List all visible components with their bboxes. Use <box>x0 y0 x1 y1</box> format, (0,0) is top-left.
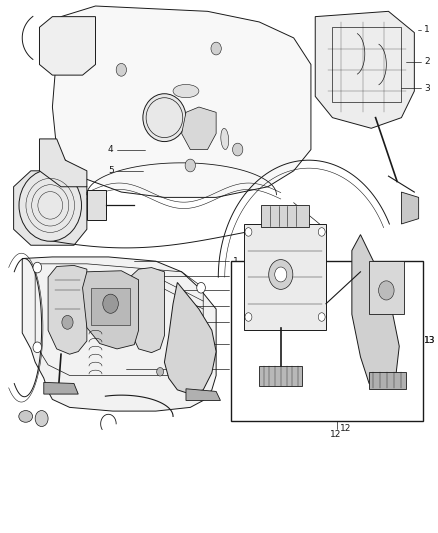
Bar <box>87 190 106 220</box>
Polygon shape <box>22 257 216 411</box>
Bar <box>332 27 401 102</box>
Bar <box>369 261 403 314</box>
Circle shape <box>33 262 42 273</box>
Text: 12: 12 <box>340 424 352 433</box>
Text: 13: 13 <box>424 336 436 345</box>
Text: 2: 2 <box>424 58 430 66</box>
Ellipse shape <box>221 128 229 150</box>
Circle shape <box>245 228 252 236</box>
Circle shape <box>275 267 287 282</box>
Text: 13: 13 <box>424 336 436 345</box>
Bar <box>369 372 406 389</box>
Ellipse shape <box>202 114 212 143</box>
Circle shape <box>211 42 221 55</box>
Polygon shape <box>186 389 220 400</box>
Polygon shape <box>44 382 78 394</box>
Ellipse shape <box>19 169 81 241</box>
Bar <box>259 366 302 386</box>
Bar <box>261 205 309 227</box>
Circle shape <box>268 260 293 289</box>
Circle shape <box>62 316 73 329</box>
Circle shape <box>318 313 325 321</box>
Ellipse shape <box>173 84 199 98</box>
Text: 11: 11 <box>233 364 244 373</box>
Text: 8: 8 <box>233 302 238 311</box>
Text: 10: 10 <box>233 339 244 348</box>
Circle shape <box>157 368 163 376</box>
Polygon shape <box>82 271 138 349</box>
Polygon shape <box>401 192 419 224</box>
Circle shape <box>233 143 243 156</box>
Text: 9: 9 <box>233 318 238 327</box>
Circle shape <box>35 410 48 426</box>
Text: 5: 5 <box>108 166 113 175</box>
Text: 3: 3 <box>424 84 430 93</box>
Ellipse shape <box>19 410 32 422</box>
Polygon shape <box>164 282 216 394</box>
Polygon shape <box>315 11 414 128</box>
Polygon shape <box>182 107 216 150</box>
Circle shape <box>116 63 127 76</box>
Polygon shape <box>48 265 87 354</box>
Polygon shape <box>130 268 164 353</box>
Polygon shape <box>39 17 95 75</box>
Circle shape <box>103 294 118 313</box>
Text: 6: 6 <box>233 271 238 280</box>
Circle shape <box>245 313 252 321</box>
Polygon shape <box>39 139 87 187</box>
Ellipse shape <box>143 94 186 142</box>
Polygon shape <box>352 235 399 389</box>
Polygon shape <box>14 171 87 245</box>
Circle shape <box>318 228 325 236</box>
Polygon shape <box>53 6 311 197</box>
Text: 1: 1 <box>424 26 430 35</box>
Text: 7: 7 <box>233 286 238 295</box>
Text: 4: 4 <box>108 145 113 154</box>
Text: 12: 12 <box>330 430 342 439</box>
Bar <box>231 261 423 421</box>
Text: 1: 1 <box>233 257 238 265</box>
Bar <box>244 224 326 330</box>
Circle shape <box>33 342 42 353</box>
Circle shape <box>378 281 394 300</box>
Circle shape <box>197 282 205 293</box>
Circle shape <box>185 159 195 172</box>
Circle shape <box>197 368 205 379</box>
Bar <box>91 288 130 325</box>
